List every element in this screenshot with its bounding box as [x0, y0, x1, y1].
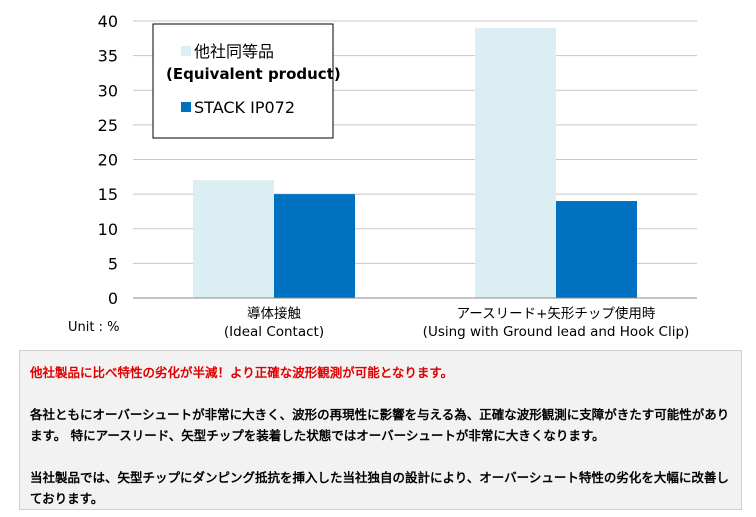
category-label-2-line-1: アースリード+矢形チップ使用時: [457, 305, 656, 322]
y-tick-label: 0: [108, 289, 118, 308]
legend-label-equivalent-sub: (Equivalent product): [166, 65, 341, 83]
legend-swatch-equivalent: [181, 46, 191, 56]
y-tick-label: 10: [98, 220, 118, 239]
bar-equivalent-1: [193, 180, 274, 298]
y-tick-label: 15: [98, 185, 118, 204]
category-labels: 導体接触 (Ideal Contact) アースリード+矢形チップ使用時 (Using…: [224, 305, 689, 340]
headline-text: 他社製品に比べ特性の劣化が半減！より正確な波形観測が可能となります。: [30, 365, 454, 380]
legend-label-equivalent: 他社同等品: [194, 42, 274, 61]
legend-label-stack: STACK IP072: [194, 98, 295, 117]
y-tick-label: 35: [98, 47, 118, 66]
legend: 他社同等品 (Equivalent product) STACK IP072: [152, 23, 341, 139]
y-axis-ticks: 0 5 10 15 20 25 30 35 40: [98, 12, 118, 308]
unit-label: Unit : %: [68, 320, 119, 335]
bar-stack-2: [556, 201, 637, 298]
description-box: 他社製品に比べ特性の劣化が半減！より正確な波形観測が可能となります。 各社ともに…: [19, 350, 742, 510]
y-tick-label: 25: [98, 116, 118, 135]
y-tick-label: 5: [108, 254, 118, 273]
bar-stack-1: [274, 194, 355, 298]
category-label-1-line-1: 導体接触: [247, 305, 301, 322]
y-tick-label: 30: [98, 81, 118, 100]
description-paragraph-1: 各社ともにオーバーシュートが非常に大きく、波形の再現性に影響を与える為、正確な波…: [30, 407, 730, 443]
legend-frame: [152, 23, 334, 139]
bars: [193, 27, 637, 299]
y-tick-label: 40: [98, 12, 118, 31]
y-tick-label: 20: [98, 151, 118, 170]
bar-chart: 0 5 10 15 20 25 30 35 40 導体接触 (Ideal Contact) アースリ…: [68, 12, 697, 340]
legend-swatch-stack: [181, 102, 191, 112]
bar-equivalent-2: [475, 27, 556, 299]
description-paragraph-2: 当社製品では、矢型チップにダンピング抵抗を挿入した当社独自の設計により、オーバー…: [30, 470, 729, 506]
category-label-1-line-2: (Ideal Contact): [224, 324, 324, 340]
category-label-2-line-2: (Using with Ground lead and Hook Clip): [423, 324, 690, 340]
